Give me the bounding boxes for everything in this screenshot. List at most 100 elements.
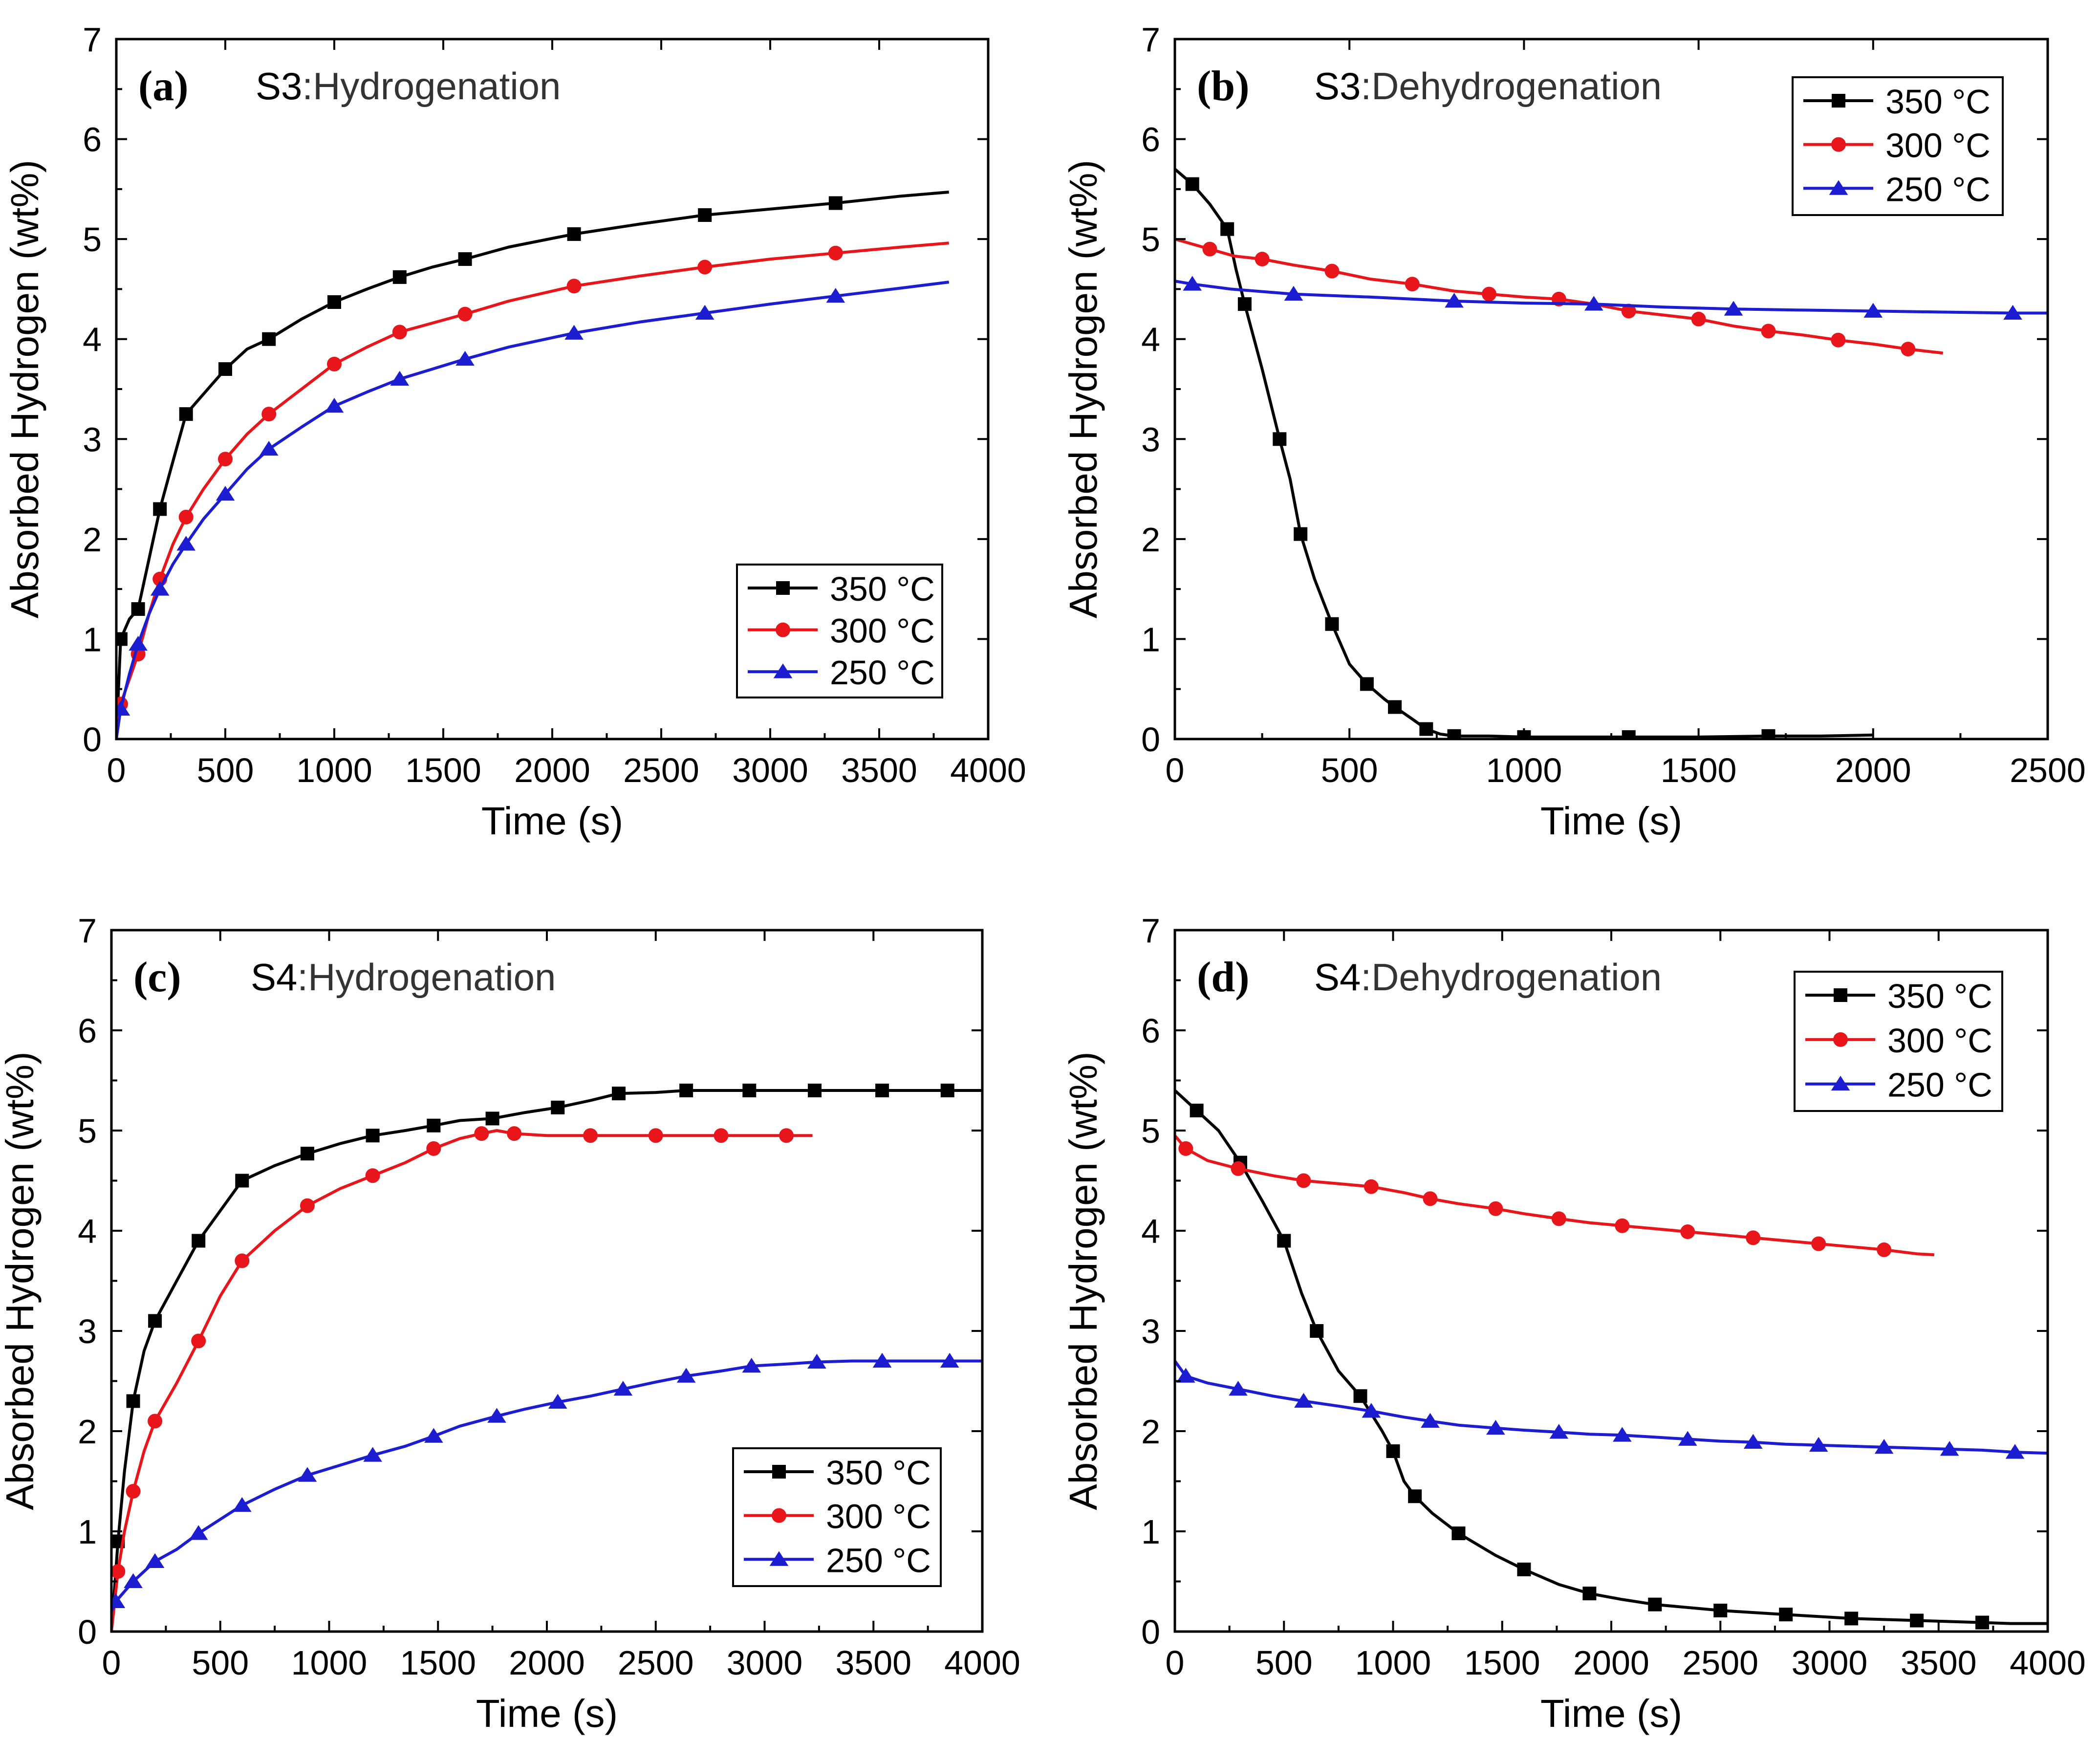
legend: 350 °C 300 °C 250 °C [1794, 971, 2003, 1112]
x-tick-label: 1500 [1464, 1644, 1540, 1682]
x-tick-label: 0 [102, 1644, 121, 1682]
series-line-350 [1175, 1089, 2048, 1625]
data-point-350 [1447, 729, 1461, 739]
data-point-350 [875, 1084, 889, 1097]
data-point-300 [261, 407, 277, 422]
data-point-250 [1421, 1413, 1440, 1428]
y-tick-label: 0 [83, 720, 102, 759]
x-tick-label: 1500 [405, 751, 481, 789]
data-point-350 [807, 1084, 822, 1097]
data-point-350 [1190, 1104, 1204, 1117]
data-point-250 [1362, 1403, 1381, 1418]
data-point-350 [179, 407, 193, 421]
x-tick-label: 3000 [1792, 1644, 1868, 1682]
x-axis-label: Time (s) [1540, 1692, 1682, 1735]
data-point-250 [2003, 305, 2022, 320]
legend-marker-350 [772, 1465, 786, 1479]
data-point-350 [1237, 297, 1252, 311]
data-point-350 [567, 227, 581, 241]
legend: 350 °C 300 °C 250 °C [1792, 76, 2004, 216]
legend-marker-300 [1831, 137, 1846, 152]
data-point-350 [1277, 1234, 1291, 1248]
data-point-250 [1284, 285, 1303, 301]
x-axis-label: Time (s) [481, 799, 623, 843]
series-250-a [116, 281, 950, 739]
panel-a: 0 500 1000 1500 2000 2500 3000 3500 4000 0 1 2 3 4 5 6 7… [3, 21, 1026, 843]
series-line-350 [116, 191, 949, 739]
data-point-250 [1940, 1441, 1959, 1456]
y-tick-label: 0 [1141, 720, 1160, 759]
data-point-350 [1408, 1489, 1422, 1503]
data-point-350 [1388, 700, 1402, 714]
data-point-250 [232, 1497, 252, 1512]
data-point-250 [1678, 1431, 1697, 1446]
panel-label: (b) [1197, 63, 1250, 110]
data-point-300 [1746, 1230, 1761, 1245]
data-point-350 [940, 1084, 954, 1097]
series-350-c [111, 1084, 982, 1632]
data-point-300 [1423, 1191, 1438, 1206]
legend-marker-300 [1833, 1032, 1848, 1047]
data-point-350 [1419, 722, 1433, 736]
data-point-350 [742, 1084, 757, 1097]
legend-marker-350 [1834, 988, 1847, 1002]
y-axis-label: Absorbed Hydrogen (wt%) [1061, 160, 1105, 618]
data-point-350 [551, 1100, 565, 1114]
x-tick-label: 3500 [835, 1644, 911, 1682]
data-point-300 [1255, 252, 1270, 267]
y-tick-label: 2 [1141, 1413, 1160, 1451]
x-tick-label: 1000 [1355, 1644, 1431, 1682]
data-point-300 [1488, 1201, 1503, 1216]
y-tick-label: 1 [1141, 620, 1160, 658]
data-point-350 [485, 1111, 499, 1126]
x-tick-label: 500 [1321, 751, 1378, 789]
panel-title-sample: S4 [251, 956, 297, 999]
x-tick-label: 1500 [400, 1644, 476, 1682]
x-tick-label: 0 [1166, 751, 1185, 789]
data-point-300 [1621, 304, 1636, 319]
panel-label: (c) [133, 954, 181, 1001]
data-point-300 [697, 260, 713, 275]
data-point-250 [424, 1428, 443, 1443]
data-point-250 [259, 440, 279, 456]
data-point-350 [1220, 222, 1234, 236]
data-point-350 [1294, 527, 1308, 541]
data-point-250 [189, 1525, 208, 1540]
data-point-300 [218, 452, 233, 467]
data-point-300 [1481, 286, 1496, 302]
legend-label-250: 250 °C [1887, 1066, 1992, 1104]
x-axis-label: Time (s) [476, 1692, 618, 1735]
x-tick-label: 2000 [514, 751, 590, 789]
series-line-250 [1175, 1360, 2048, 1455]
data-point-350 [1517, 1562, 1531, 1576]
series-line-300 [111, 1129, 813, 1632]
data-point-250 [298, 1467, 317, 1482]
data-point-250 [826, 287, 845, 303]
legend-marker-250 [1831, 1075, 1850, 1091]
panel-title-process: :Dehydrogenation [1361, 956, 1662, 999]
data-point-250 [390, 370, 410, 386]
x-tick-label: 0 [1166, 1644, 1185, 1682]
data-point-350 [1353, 1389, 1367, 1403]
data-point-250 [216, 486, 235, 501]
legend-marker-250 [769, 1551, 789, 1566]
series-line-350 [1175, 168, 1873, 739]
data-point-350 [1582, 1587, 1597, 1601]
panel-d: 0 500 1000 1500 2000 2500 3000 3500 4000 0 1 2 3 4 5 6 7… [1061, 912, 2086, 1735]
legend-label-300: 300 °C [1885, 127, 1991, 165]
data-point-300 [1324, 263, 1340, 279]
data-point-350 [427, 1118, 441, 1132]
data-point-350 [828, 196, 843, 210]
data-point-350 [218, 362, 232, 376]
x-tick-label: 500 [192, 1644, 249, 1682]
data-point-250 [1613, 1427, 1632, 1442]
data-point-300 [392, 325, 407, 340]
data-point-300 [1680, 1224, 1695, 1240]
series-250-d [1175, 1360, 2048, 1459]
data-point-250 [1863, 303, 1883, 318]
data-point-350 [1622, 730, 1636, 739]
data-point-250 [1743, 1434, 1763, 1449]
y-tick-label: 4 [78, 1212, 97, 1250]
y-tick-label: 7 [83, 21, 102, 59]
